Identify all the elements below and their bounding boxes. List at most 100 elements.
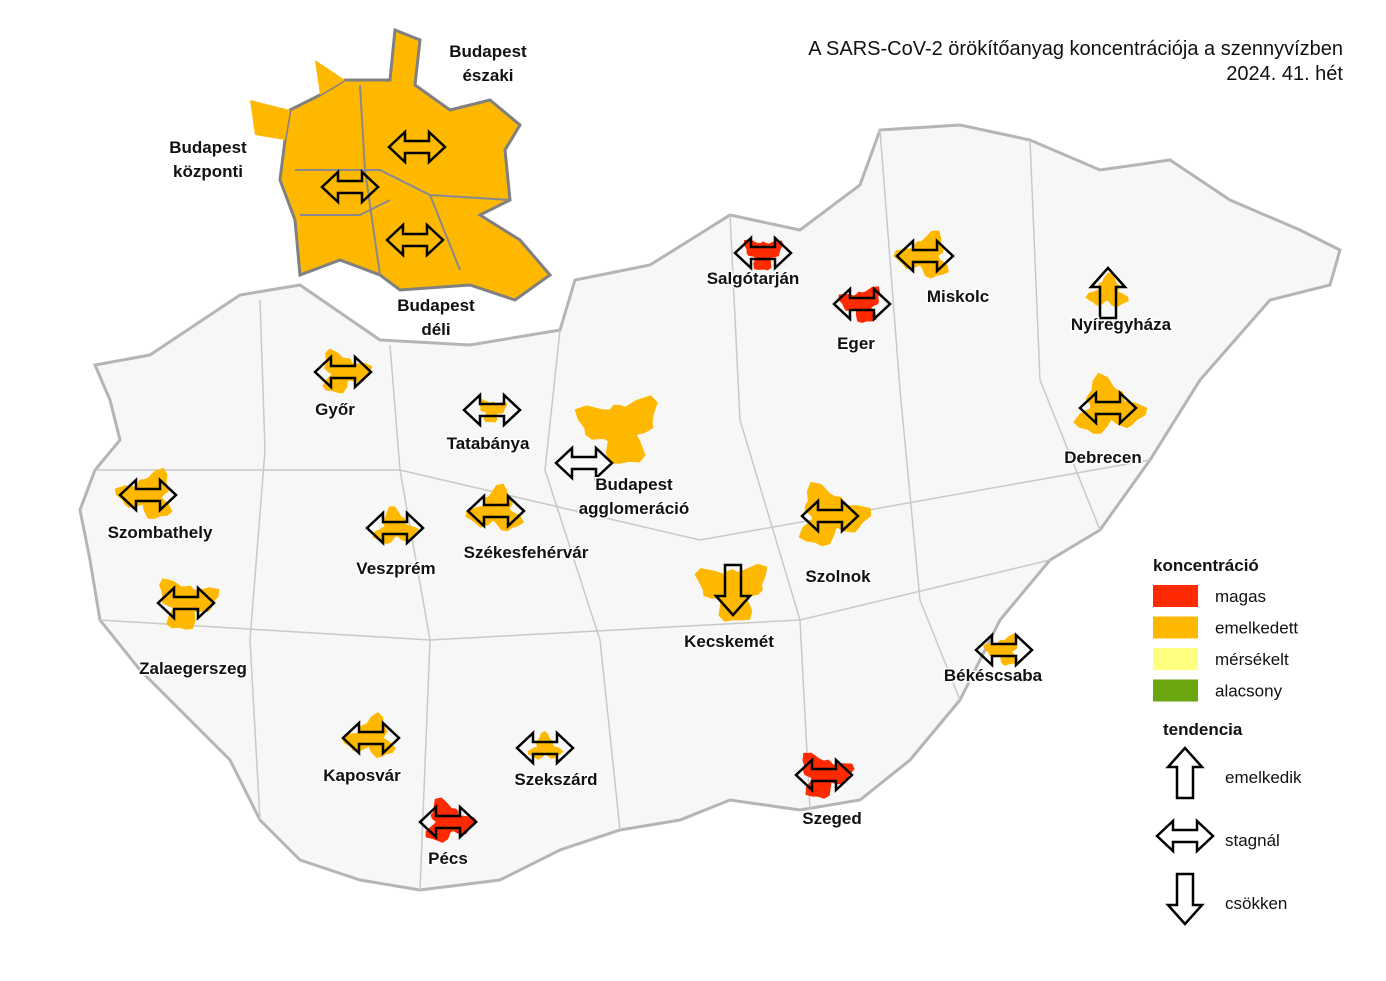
legend: koncentráció tendencia magas emelkedett mé… xyxy=(1153,556,1302,926)
trend-arrow xyxy=(418,804,478,840)
site-area xyxy=(465,483,524,532)
site-label: Pécs xyxy=(428,849,468,868)
trend-arrow xyxy=(794,757,854,793)
site-area xyxy=(114,467,173,519)
site-label: Nyíregyháza xyxy=(1071,315,1172,334)
site-label: Budapest xyxy=(595,475,673,494)
site xyxy=(515,730,575,766)
trend-arrow xyxy=(466,493,526,529)
trend-arrow xyxy=(341,720,401,756)
legend-title: koncentráció xyxy=(1153,556,1259,575)
legend-swatch xyxy=(1153,585,1198,607)
site xyxy=(114,467,178,519)
site xyxy=(832,286,892,323)
legend-label: csökken xyxy=(1225,894,1287,913)
site xyxy=(1085,266,1129,320)
trend-arrow xyxy=(895,238,955,274)
site-area xyxy=(838,286,880,323)
trend-arrow xyxy=(387,129,447,165)
trend-arrow xyxy=(800,498,860,534)
site xyxy=(554,395,658,481)
sites xyxy=(114,129,1148,843)
site xyxy=(974,632,1034,668)
trend-arrow xyxy=(156,585,216,621)
site-label: Székesfehérvár xyxy=(464,543,589,562)
site xyxy=(893,230,955,279)
legend-label: emelkedik xyxy=(1225,768,1302,787)
site-area xyxy=(694,563,768,622)
legend-swatch xyxy=(1153,679,1198,702)
trend-arrow xyxy=(118,477,178,513)
site xyxy=(733,235,793,271)
site xyxy=(341,712,401,758)
site xyxy=(418,797,478,843)
site xyxy=(385,222,445,258)
site xyxy=(1073,372,1148,434)
site xyxy=(320,169,380,205)
trend-arrow xyxy=(832,286,892,322)
legend-label: alacsony xyxy=(1215,682,1283,701)
site-label: Tatabánya xyxy=(447,434,530,453)
trend-arrow xyxy=(365,510,425,546)
site-area xyxy=(982,633,1018,666)
trend-arrow xyxy=(713,563,753,617)
site xyxy=(365,506,425,546)
site-label: Kecskemét xyxy=(684,632,774,651)
trend-arrow xyxy=(733,235,793,271)
trend-arrow xyxy=(313,354,373,390)
site-label: Budapest xyxy=(397,296,475,315)
trend-arrow xyxy=(515,730,575,766)
site-label: Szekszárd xyxy=(514,770,597,789)
site-label: Szolnok xyxy=(805,567,871,586)
legend-swatch xyxy=(1153,616,1198,639)
legend-title: tendencia xyxy=(1163,720,1243,739)
trend-arrow xyxy=(320,169,380,205)
site-label: Szeged xyxy=(802,809,862,828)
trend-arrow xyxy=(385,222,445,258)
site-label: Veszprém xyxy=(356,559,435,578)
site xyxy=(694,563,768,622)
site-label: központi xyxy=(173,162,243,181)
site xyxy=(794,752,855,799)
title-line: 2024. 41. hét xyxy=(1226,63,1343,85)
trend-arrow xyxy=(974,632,1034,668)
trend-arrow xyxy=(1078,390,1138,426)
site xyxy=(313,348,373,394)
trend-arrow xyxy=(1088,266,1128,320)
site-label: Győr xyxy=(315,400,355,419)
site-area xyxy=(574,395,658,464)
legend-swatch xyxy=(1153,648,1198,670)
site xyxy=(462,392,522,428)
site xyxy=(798,481,872,547)
site-label: Budapest xyxy=(169,138,247,157)
site-area xyxy=(527,731,564,760)
country-outline xyxy=(78,123,1342,892)
site-area xyxy=(322,348,373,394)
trend-arrow xyxy=(462,392,522,428)
site-label: északi xyxy=(462,66,513,85)
trend-arrow xyxy=(1165,872,1205,926)
site-label: Debrecen xyxy=(1064,448,1141,467)
legend-label: magas xyxy=(1215,587,1266,606)
labels: Budapest északi Budapest központi Budapest dé… xyxy=(106,41,1173,870)
legend-label: mérsékelt xyxy=(1215,650,1289,669)
title-line: A SARS-CoV-2 örökítőanyag koncentrációja… xyxy=(808,38,1343,60)
site xyxy=(156,578,220,630)
budapest-inset xyxy=(278,27,553,302)
site-label: agglomeráció xyxy=(579,499,690,518)
site-label: Miskolc xyxy=(927,287,989,306)
budapest-outskirts xyxy=(250,60,345,140)
site xyxy=(387,129,447,165)
legend-label: stagnál xyxy=(1225,831,1280,850)
site-label: Eger xyxy=(837,334,875,353)
district-borders xyxy=(295,84,511,276)
county-borders xyxy=(95,129,1151,891)
site xyxy=(465,483,526,532)
trend-arrow xyxy=(554,445,614,481)
site-label: Zalaegerszeg xyxy=(139,659,247,678)
trend-arrow xyxy=(1155,818,1215,854)
site-label: Békéscsaba xyxy=(944,666,1043,685)
